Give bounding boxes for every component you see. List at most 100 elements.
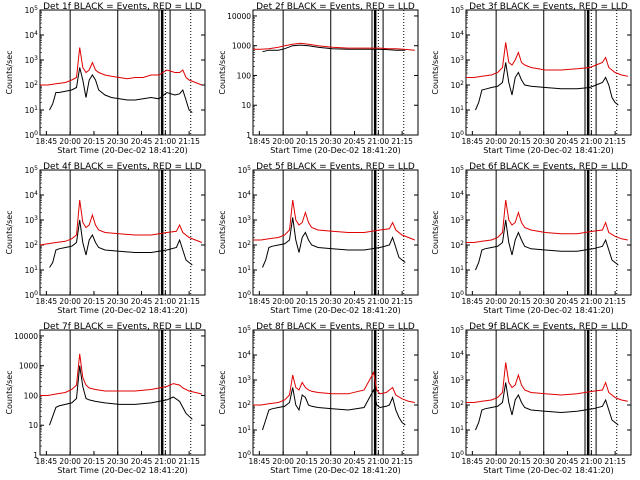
panel-det-1: Det 1f BLACK = Events, RED = LLD 100 101 10… [5,2,206,155]
x-tick-label: 21:00 [155,297,177,306]
panel-title: Det 5f BLACK = Events, RED = LLD [256,162,415,172]
y-tick-label: 100 [24,391,39,400]
y-tick-label: 102 [451,80,465,90]
panel-title: Det 8f BLACK = Events, RED = LLD [256,322,415,332]
y-axis-title: Counts/sec [218,210,227,254]
x-axis-title: Start Time (20-Dec-02 18:41:20) [57,306,188,315]
y-tick-label: 105 [25,165,39,175]
series-line-red [40,353,202,396]
x-tick-label: 20:30 [533,457,555,466]
series-line-red [253,199,415,241]
plot-frame [465,329,632,456]
x-tick-label: 20:30 [107,137,129,146]
series-line-black [262,217,406,268]
y-axis-title: Counts/sec [431,210,440,254]
plot-frame [252,329,419,456]
x-tick-label: 21:15 [178,457,200,466]
y-tick-label: 101 [238,265,252,275]
x-tick-label: 18:45 [462,137,484,146]
x-tick-label: 20:00 [485,297,507,306]
y-tick-label: 10 [241,101,251,110]
y-tick-label: 100 [25,130,39,140]
series-line-black [475,382,619,431]
y-tick-label: 100 [451,130,465,140]
x-tick-label: 20:00 [272,457,294,466]
y-tick-label: 104 [238,190,252,200]
x-tick-label: 21:00 [581,137,603,146]
x-tick-label: 20:15 [296,457,318,466]
x-tick-label: 20:00 [272,297,294,306]
y-tick-label: 101 [25,105,39,115]
y-tick-label: 101 [451,425,465,435]
x-tick-label: 21:15 [604,457,626,466]
y-tick-label: 10000 [14,332,38,341]
y-tick-label: 104 [25,30,39,40]
y-tick-label: 103 [25,55,39,65]
y-tick-label: 105 [451,325,465,335]
panel-title: Det 1f BLACK = Events, RED = LLD [43,2,202,12]
series-line-red [466,42,628,78]
x-axis-title: Start Time (20-Dec-02 18:41:20) [57,146,188,155]
x-tick-label: 21:00 [368,297,390,306]
panel-title: Det 7f BLACK = Events, RED = LLD [43,322,202,332]
x-tick-label: 21:00 [581,297,603,306]
panel-det-3: Det 3f BLACK = Events, RED = LLD 100 101 10… [431,2,632,155]
x-tick-label: 20:45 [131,297,153,306]
x-axis-title: Start Time (20-Dec-02 18:41:20) [270,306,401,315]
x-tick-label: 21:00 [368,457,390,466]
x-tick-label: 20:45 [131,457,153,466]
y-axis-title: Counts/sec [218,370,227,414]
y-tick-label: 105 [238,325,252,335]
plot-frame [465,9,632,136]
y-tick-label: 103 [451,55,465,65]
plot-frame [252,9,419,136]
x-axis-title: Start Time (20-Dec-02 18:41:20) [270,466,401,475]
y-tick-label: 1 [246,131,251,140]
y-axis-title: Counts/sec [431,50,440,94]
x-axis-title: Start Time (20-Dec-02 18:41:20) [483,466,614,475]
x-tick-label: 21:15 [391,297,413,306]
x-tick-label: 18:45 [249,457,271,466]
y-axis-title: Counts/sec [5,370,14,414]
y-tick-label: 101 [25,265,39,275]
x-tick-label: 21:15 [178,137,200,146]
y-tick-label: 103 [451,215,465,225]
series-line-red [466,362,628,403]
x-tick-label: 20:15 [509,297,531,306]
x-tick-label: 20:15 [296,297,318,306]
series-line-black [49,67,193,113]
x-tick-label: 20:45 [344,297,366,306]
y-tick-label: 100 [25,290,39,300]
y-tick-label: 102 [238,240,252,250]
x-tick-label: 20:30 [533,137,555,146]
y-tick-label: 105 [451,165,465,175]
series-line-black [49,365,193,426]
panel-det-9: Det 9f BLACK = Events, RED = LLD 100 101 10… [431,322,632,475]
x-tick-label: 21:00 [581,457,603,466]
y-tick-label: 102 [25,80,39,90]
y-tick-label: 10000 [227,12,251,21]
x-tick-label: 20:15 [83,137,105,146]
plot-frame [39,9,206,136]
x-tick-label: 18:45 [462,297,484,306]
panel-det-5: Det 5f BLACK = Events, RED = LLD 100 101 10… [218,162,419,315]
panel-title: Det 6f BLACK = Events, RED = LLD [469,162,628,172]
x-tick-label: 21:15 [604,297,626,306]
y-tick-label: 103 [238,215,252,225]
y-axis-title: Counts/sec [218,50,227,94]
panel-det-8: Det 8f BLACK = Events, RED = LLD 100 101 10… [218,322,419,475]
x-axis-title: Start Time (20-Dec-02 18:41:20) [483,146,614,155]
x-tick-label: 21:15 [178,297,200,306]
y-tick-label: 105 [238,165,252,175]
x-tick-label: 20:15 [296,137,318,146]
series-line-black [475,62,619,111]
series-line-red [40,47,202,86]
x-axis-title: Start Time (20-Dec-02 18:41:20) [270,146,401,155]
y-axis-title: Counts/sec [431,370,440,414]
series-line-red [466,199,628,243]
panel-title: Det 3f BLACK = Events, RED = LLD [469,2,628,12]
x-tick-label: 20:45 [131,137,153,146]
x-tick-label: 20:45 [344,457,366,466]
y-tick-label: 104 [238,350,252,360]
